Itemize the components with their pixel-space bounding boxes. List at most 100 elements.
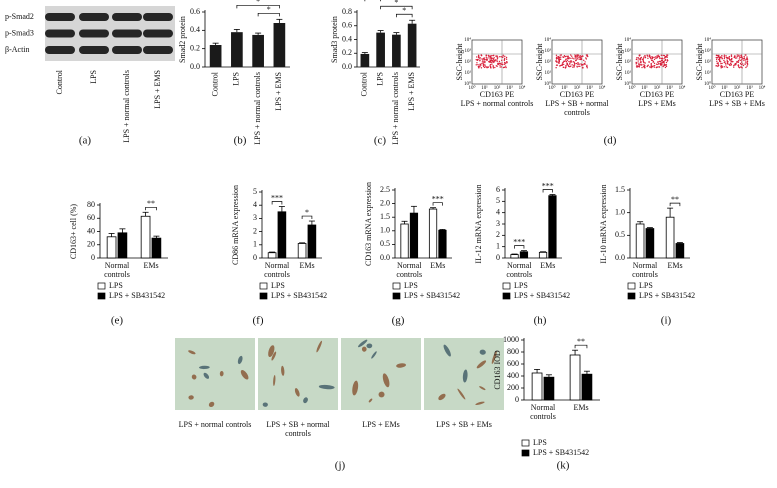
flow-dot bbox=[721, 65, 723, 67]
y-tick-label: 0.0 bbox=[190, 62, 200, 71]
flow-dot bbox=[743, 59, 745, 62]
flow-dot bbox=[584, 63, 586, 66]
y-tick-label: 4 bbox=[496, 207, 500, 216]
x-tick-label-box: Normal controls bbox=[530, 403, 556, 421]
y-axis-label: Smad2 protein bbox=[178, 16, 187, 63]
flow-dot bbox=[558, 60, 560, 63]
bar bbox=[645, 228, 655, 259]
legend-swatch bbox=[97, 292, 106, 300]
flow-tick: 10⁴ bbox=[679, 85, 686, 91]
flow-dot bbox=[659, 60, 662, 63]
flow-dot bbox=[721, 57, 723, 60]
flow-dot bbox=[665, 64, 667, 66]
flow-dot bbox=[745, 59, 747, 61]
flow-dot bbox=[490, 58, 493, 60]
flow-dot bbox=[506, 62, 508, 64]
bar bbox=[409, 212, 419, 259]
flow-dot bbox=[481, 61, 484, 63]
flow-dot bbox=[738, 58, 741, 60]
flow-dot bbox=[496, 56, 499, 58]
sig-bracket bbox=[396, 13, 413, 18]
sig-label: *** bbox=[542, 181, 554, 190]
flow-dot bbox=[576, 55, 579, 57]
legend-swatch bbox=[521, 449, 530, 457]
flow-dot bbox=[570, 57, 572, 59]
cell bbox=[203, 372, 210, 379]
flow-caption: LPS + normal controls bbox=[460, 99, 534, 108]
x-tick-label: Control bbox=[210, 71, 219, 96]
flow-dot bbox=[730, 55, 733, 58]
x-tick-label: LPS bbox=[375, 72, 384, 86]
flow-dot bbox=[658, 60, 661, 63]
bar bbox=[360, 53, 370, 67]
flow-dot bbox=[582, 66, 584, 69]
flow-dot bbox=[743, 55, 745, 58]
flow-dot bbox=[648, 61, 650, 63]
flow-dot bbox=[493, 57, 495, 59]
cell bbox=[479, 349, 486, 355]
legend-label: LPS bbox=[271, 281, 285, 290]
flow-dot bbox=[717, 55, 719, 57]
flow-dot bbox=[577, 54, 580, 56]
flow-dot bbox=[660, 57, 663, 60]
cell bbox=[316, 340, 322, 353]
flow-caption-box: LPS + SB + EMs bbox=[709, 99, 765, 108]
flow-dot bbox=[662, 60, 665, 63]
legend-label: LPS bbox=[639, 281, 653, 290]
micrograph-caption-box: LPS + EMs bbox=[362, 420, 399, 429]
flow-dot bbox=[720, 67, 722, 69]
blot-band bbox=[79, 46, 109, 54]
flow-dot bbox=[573, 61, 575, 63]
x-tick-label: EMs bbox=[143, 261, 159, 270]
flow-dot bbox=[740, 66, 742, 68]
flow-dot bbox=[504, 55, 506, 58]
flow-dot bbox=[586, 65, 588, 68]
cell bbox=[443, 344, 451, 357]
flow-dot bbox=[571, 64, 573, 66]
x-tick-label: LPS + EMS bbox=[407, 72, 416, 111]
flow-dot bbox=[715, 58, 718, 61]
flow-tick: 10³ bbox=[746, 85, 753, 91]
sig-bracket bbox=[669, 202, 681, 207]
flow-tick: 10² bbox=[625, 59, 632, 65]
flow-dot bbox=[499, 66, 501, 68]
blot-row-label: p-Smad3 bbox=[5, 28, 34, 37]
bar bbox=[252, 34, 264, 67]
flow-dot bbox=[643, 62, 645, 64]
lane-label: LPS + EMS bbox=[153, 70, 162, 109]
flow-dot bbox=[489, 63, 492, 66]
flow-dot bbox=[488, 60, 490, 63]
y-tick-label: 4 bbox=[253, 200, 257, 209]
flow-dot bbox=[715, 54, 718, 57]
flow-dot bbox=[489, 61, 492, 63]
flow-dot bbox=[728, 55, 731, 58]
flow-dot bbox=[576, 58, 579, 60]
cell bbox=[396, 363, 406, 368]
flow-dot bbox=[504, 62, 507, 64]
flow-x-label: CD163 PE bbox=[480, 90, 515, 99]
flow-dot bbox=[571, 55, 573, 57]
flow-dot bbox=[568, 57, 570, 60]
blot-band bbox=[143, 13, 173, 21]
x-tick-label-box: EMs bbox=[143, 261, 159, 270]
bar bbox=[438, 229, 447, 259]
flow-dot bbox=[477, 63, 479, 66]
bar bbox=[548, 195, 557, 259]
flow-dot bbox=[577, 56, 579, 58]
flow-tick: 10¹ bbox=[721, 85, 728, 91]
cell bbox=[198, 365, 210, 370]
micrograph bbox=[341, 338, 421, 410]
bar bbox=[277, 211, 287, 259]
y-tick-label: 2.5 bbox=[380, 185, 390, 194]
flow-dot bbox=[583, 59, 585, 62]
legend-label: LPS + SB431542 bbox=[533, 448, 589, 457]
flow-dot bbox=[653, 66, 656, 68]
flow-dot bbox=[735, 63, 737, 65]
flow-dot bbox=[657, 63, 659, 66]
flow-dot bbox=[741, 59, 743, 61]
flow-tick: 10¹ bbox=[641, 85, 648, 91]
bar bbox=[117, 232, 128, 259]
flow-dot bbox=[557, 57, 559, 60]
sig-bracket bbox=[271, 201, 283, 205]
blot-band bbox=[79, 29, 109, 38]
